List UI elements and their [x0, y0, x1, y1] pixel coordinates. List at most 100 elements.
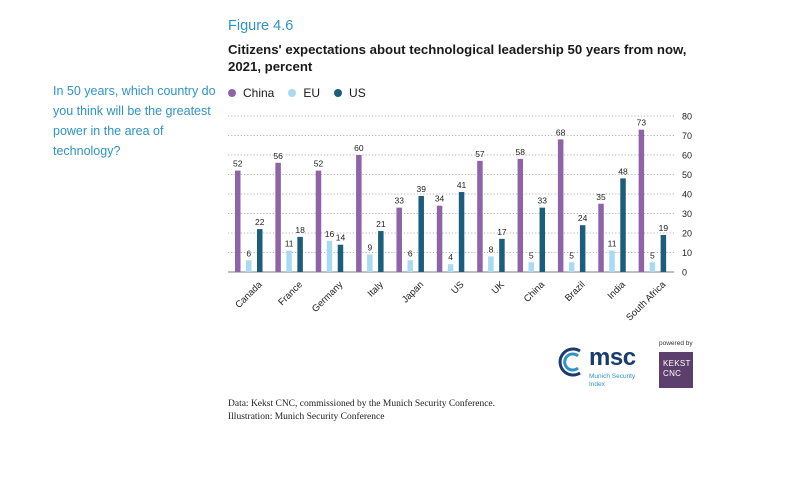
data-label-eu-2: 16 [325, 229, 335, 239]
bar-china-1 [275, 162, 281, 272]
data-label-eu-7: 5 [529, 250, 534, 260]
data-label-us-9: 48 [618, 166, 628, 176]
msc-logo: msc Munich Security Index [556, 343, 656, 393]
bar-us-4 [418, 195, 424, 272]
y-tick-label-30: 30 [682, 209, 692, 219]
bar-eu-7 [528, 262, 535, 272]
bar-eu-3 [367, 254, 373, 272]
data-label-eu-6: 8 [489, 244, 494, 254]
legend-label-eu: EU [303, 86, 321, 100]
data-label-china-4: 33 [394, 196, 404, 206]
x-tick-label-7: China [522, 279, 548, 305]
bar-eu-6 [488, 256, 494, 272]
x-tick-label-6: UK [490, 279, 508, 297]
data-label-us-1: 18 [295, 225, 305, 235]
data-label-eu-9: 11 [608, 239, 617, 249]
legend-label-china: China [243, 86, 275, 100]
x-tick-label-4: Japan [400, 279, 426, 305]
bar-china-2 [315, 170, 322, 272]
bar-us-8 [579, 225, 586, 272]
data-label-eu-3: 9 [367, 242, 372, 252]
x-tick-label-1: France [276, 279, 305, 308]
legend-swatch-eu [288, 89, 297, 97]
data-label-us-7: 33 [538, 196, 548, 206]
bar-china-9 [598, 203, 604, 272]
legend-label-us: US [349, 86, 366, 100]
data-label-china-2: 52 [314, 159, 324, 169]
y-tick-label-40: 40 [682, 190, 692, 200]
bar-eu-0 [246, 260, 252, 272]
source-line-illustration: Illustration: Munich Security Conference [228, 412, 385, 422]
data-label-eu-5: 4 [448, 252, 453, 262]
y-tick-label-50: 50 [682, 170, 692, 180]
legend-swatch-china [228, 89, 236, 97]
bar-china-3 [356, 155, 362, 272]
x-tick-label-3: Italy [366, 279, 386, 299]
data-label-us-6: 17 [497, 227, 507, 237]
data-label-china-3: 60 [354, 143, 364, 153]
bar-us-3 [378, 231, 384, 272]
bar-china-6 [477, 160, 483, 272]
data-label-eu-1: 11 [285, 239, 294, 249]
x-tick-label-9: India [606, 279, 629, 302]
data-label-china-6: 57 [475, 149, 485, 159]
bar-china-5 [436, 205, 443, 272]
bar-eu-8 [568, 262, 575, 272]
x-tick-label-8: Brazil [563, 279, 588, 304]
data-label-eu-0: 6 [246, 248, 251, 258]
bar-us-5 [458, 192, 465, 272]
msc-logo-subtext: Munich Security Index [589, 373, 636, 388]
data-label-us-8: 24 [578, 213, 588, 223]
data-label-eu-10: 5 [650, 250, 655, 260]
data-label-china-7: 58 [516, 147, 526, 157]
y-tick-label-10: 10 [682, 248, 692, 258]
data-label-china-1: 56 [273, 151, 283, 161]
x-tick-label-10: South Africa [624, 279, 669, 324]
bar-china-4 [396, 207, 402, 272]
x-tick-label-2: Germany [310, 279, 346, 315]
source-line-data: Data: Kekst CNC, commissioned by the Mun… [228, 399, 496, 409]
data-label-china-9: 35 [596, 192, 606, 202]
bar-china-10 [638, 129, 645, 272]
data-label-us-4: 39 [416, 184, 426, 194]
figure-label: Figure 4.6 [228, 18, 294, 34]
bar-eu-2 [326, 240, 333, 272]
x-tick-label-5: US [449, 279, 466, 296]
legend-item-eu: EU [288, 86, 320, 100]
source-note: Data: Kekst CNC, commissioned by the Mun… [228, 398, 495, 424]
bar-china-0 [235, 170, 241, 272]
legend-item-us: US [334, 86, 366, 100]
y-tick-label-60: 60 [682, 151, 692, 161]
x-tick-label-0: Canada [233, 279, 265, 311]
data-label-us-10: 19 [659, 223, 669, 233]
data-label-us-2: 14 [336, 233, 346, 243]
side-question: In 50 years, which country do you think … [53, 84, 216, 158]
y-tick-label-70: 70 [682, 131, 692, 141]
bar-us-9 [620, 178, 626, 272]
bar-eu-4 [407, 260, 413, 272]
kekst-logo: KEKST CNC [659, 352, 693, 388]
data-label-us-5: 41 [457, 180, 467, 190]
bar-us-1 [297, 236, 303, 272]
y-tick-label-80: 80 [682, 112, 692, 122]
bar-eu-1 [286, 250, 292, 272]
bar-eu-5 [447, 264, 454, 272]
data-label-eu-8: 5 [569, 250, 574, 260]
bar-china-8 [557, 139, 564, 272]
y-tick-label-20: 20 [682, 229, 692, 239]
bar-us-7 [539, 207, 546, 272]
bar-us-10 [660, 234, 667, 272]
data-label-eu-4: 6 [408, 248, 413, 258]
bar-eu-10 [649, 262, 656, 272]
legend-item-china: China [228, 86, 274, 100]
data-label-china-5: 34 [435, 194, 445, 204]
data-label-china-8: 68 [556, 127, 566, 137]
data-label-us-3: 21 [376, 219, 386, 229]
bar-china-7 [517, 158, 524, 272]
chart-legend: China EU US [228, 86, 380, 100]
y-tick-label-0: 0 [682, 268, 687, 278]
data-label-china-0: 52 [233, 159, 243, 169]
msc-logo-text: msc [589, 344, 636, 371]
data-label-us-0: 22 [255, 217, 265, 227]
